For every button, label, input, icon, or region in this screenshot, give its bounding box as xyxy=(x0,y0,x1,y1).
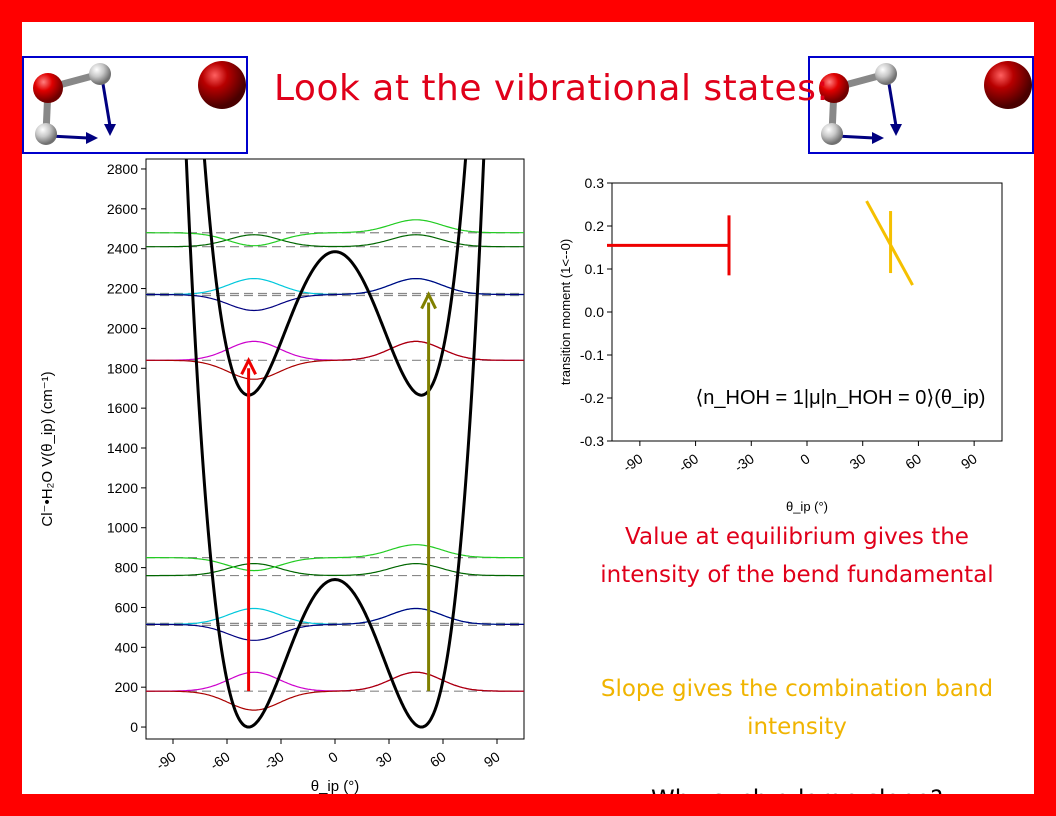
slope-tangent-line xyxy=(865,200,914,286)
x-axis-label: θ_ip (°) xyxy=(311,778,360,794)
y-tick-label: 2200 xyxy=(107,281,138,297)
x-tick-label: 30 xyxy=(846,450,868,472)
y-tick-label: 1200 xyxy=(107,480,138,496)
plot-area xyxy=(146,159,524,729)
hydrogen-atom xyxy=(875,63,897,85)
y-axis-label: transition moment (1<--0) xyxy=(558,239,573,385)
molecule-icon-right xyxy=(808,56,1034,154)
y-tick-label: 2000 xyxy=(107,320,138,336)
y-tick-label: 0.1 xyxy=(585,261,605,277)
molecule-diagram xyxy=(33,61,246,145)
x-tick-label: 0 xyxy=(797,450,813,468)
y-tick-label: 0.3 xyxy=(585,175,605,191)
wavefunction-curve xyxy=(146,340,524,380)
y-tick-label: 2600 xyxy=(107,201,138,217)
transition-moment-equation: ⟨n_HOH = 1|μ|n_HOH = 0⟩(θ_ip) xyxy=(695,387,985,409)
y-tick-label: 1600 xyxy=(107,400,138,416)
molecule-icon-left xyxy=(22,56,248,154)
slide-title: Look at the vibrational states: xyxy=(274,68,829,109)
x-tick-label: 90 xyxy=(481,748,503,770)
hydrogen-atom xyxy=(35,123,57,145)
hydrogen-atom xyxy=(89,63,111,85)
wavefunction-curve xyxy=(146,234,524,248)
chlorine-atom xyxy=(984,61,1032,109)
potential-curve xyxy=(202,159,468,397)
x-tick-label: -30 xyxy=(261,748,287,773)
transition-arrowhead xyxy=(240,356,257,375)
slope-note: Slope gives the combination band intensi… xyxy=(600,676,994,740)
x-tick-label: -60 xyxy=(676,450,702,475)
wavefunction-curve xyxy=(146,607,524,641)
x-tick-label: 60 xyxy=(427,748,449,770)
potential-energy-chart: 0200400600800100012001400160018002000220… xyxy=(39,158,525,794)
transition-moment-chart: -0.3 -0.2 -0.1 0.0 0.1 0.2 0.3 -90 -60 -30 0 30 60 90… xyxy=(532,147,1003,514)
y-tick-label: 2400 xyxy=(107,241,138,257)
transition-arrowhead xyxy=(420,291,437,310)
potential-curve xyxy=(184,159,486,729)
y-tick-label: 1400 xyxy=(107,440,138,456)
y-tick-label: 2800 xyxy=(107,161,138,177)
y-tick-label: -0.3 xyxy=(580,433,604,449)
wavefunction-curve xyxy=(146,671,524,711)
chlorine-atom xyxy=(198,61,246,109)
y-axis-label: Cl⁻•H₂O V(θ_ip) (cm⁻¹) xyxy=(39,371,56,526)
y-tick-label: 600 xyxy=(115,599,139,615)
y-tick-label: 400 xyxy=(115,639,139,655)
x-tick-label: 30 xyxy=(373,748,395,770)
x-tick-label: 0 xyxy=(325,748,341,766)
slide: Look at the vibrational states: 0 200 400 6… xyxy=(22,22,1034,794)
wavefunction-curve xyxy=(146,219,524,247)
wavefunction-curve xyxy=(146,278,524,312)
slope-question: Why such a large slope? xyxy=(582,780,1012,794)
x-tick-label: -60 xyxy=(207,748,233,773)
x-axis-label: θ_ip (°) xyxy=(786,499,828,514)
hydrogen-atom xyxy=(821,123,843,145)
x-tick-label: -90 xyxy=(153,748,179,773)
y-tick-label: 200 xyxy=(115,679,139,695)
x-tick-label: -30 xyxy=(731,450,757,475)
y-tick-label: 800 xyxy=(115,560,139,576)
y-tick-label: -0.1 xyxy=(580,347,604,363)
x-tick-label: 60 xyxy=(902,450,924,472)
wavefunction-curve xyxy=(146,563,524,577)
molecule-diagram xyxy=(819,61,1032,145)
y-tick-label: 0 xyxy=(130,719,138,735)
y-tick-label: 0.0 xyxy=(585,304,605,320)
y-tick-label: 1800 xyxy=(107,360,138,376)
y-tick-label: 0.2 xyxy=(585,218,605,234)
y-tick-label: 1000 xyxy=(107,520,138,536)
oxygen-atom xyxy=(819,73,849,103)
equilibrium-note: Value at equilibrium gives the intensity… xyxy=(600,524,994,588)
x-tick-label: 90 xyxy=(958,450,980,472)
y-tick-label: -0.2 xyxy=(580,390,604,406)
x-tick-label: -90 xyxy=(620,450,646,475)
oxygen-atom xyxy=(33,73,63,103)
